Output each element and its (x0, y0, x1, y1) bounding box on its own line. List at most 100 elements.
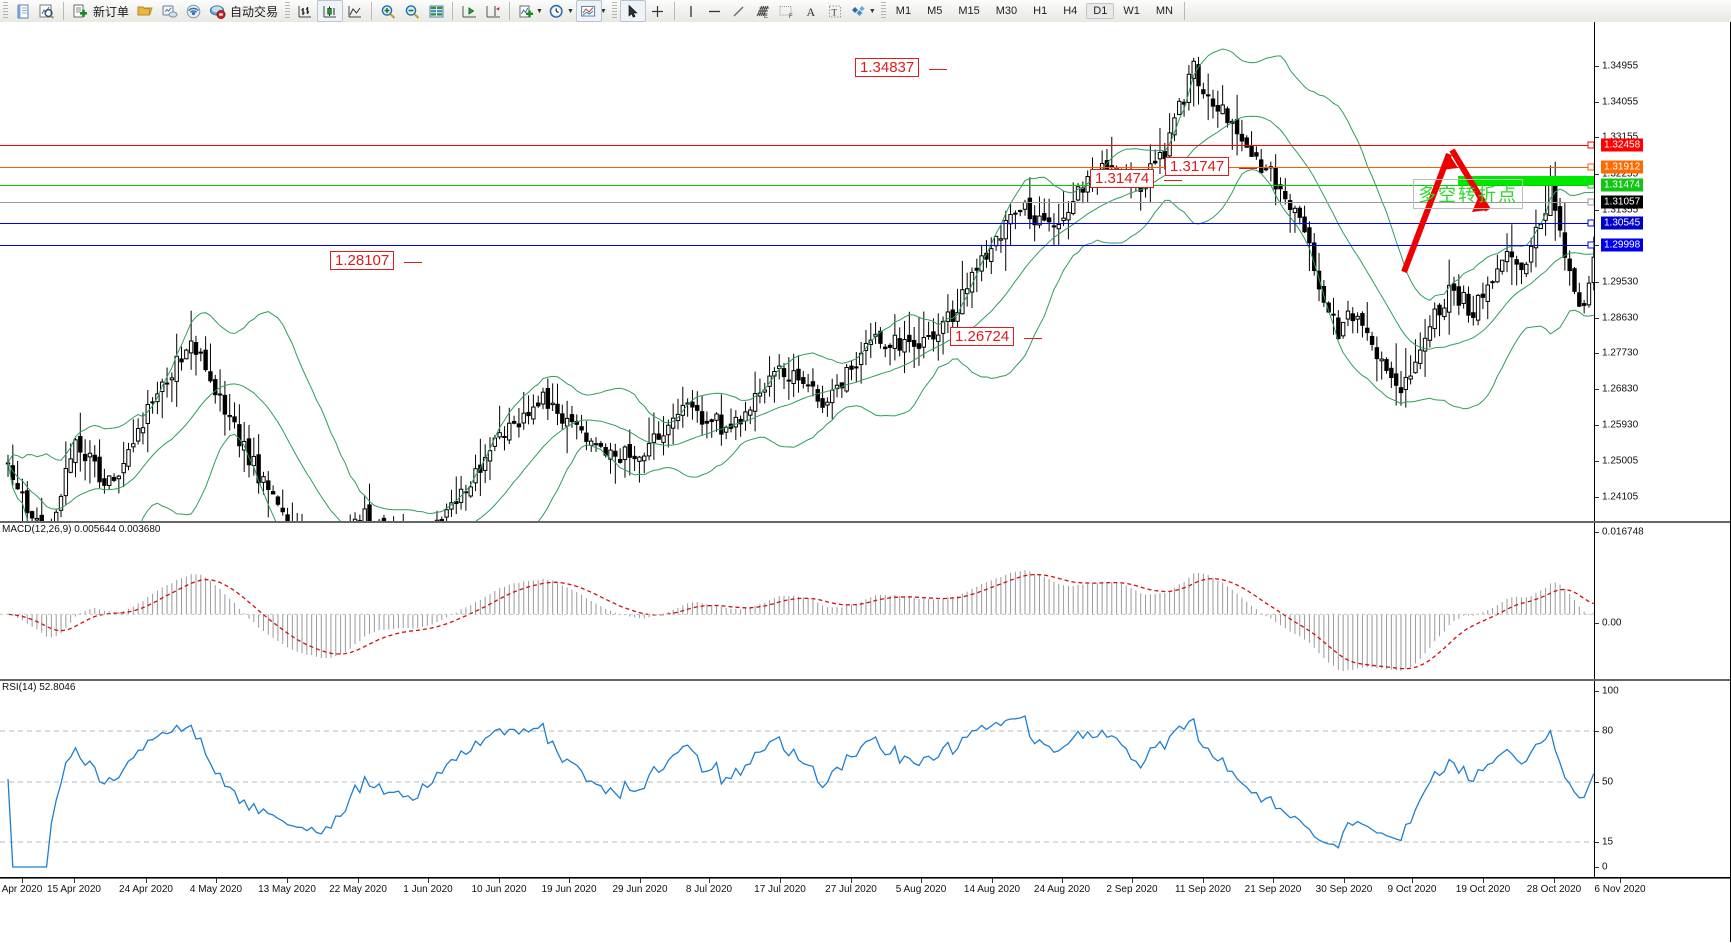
time-axis-tick (1412, 878, 1413, 883)
time-axis-tick (428, 878, 429, 883)
scale-tick-label: 1.26830 (1602, 383, 1639, 395)
rsi-pane[interactable]: RSI(14) 52.8046 100 80 50 15 0 (0, 681, 1731, 879)
text-box-icon[interactable]: T (823, 1, 847, 21)
price-tag-support-blue-1: 1.30545 (1601, 216, 1644, 230)
scale-tick (1595, 389, 1599, 390)
magnifier-chart-icon[interactable] (35, 1, 59, 21)
signal-icon[interactable] (181, 1, 205, 21)
annotation-pivot[interactable]: 1.31474 (1090, 169, 1155, 188)
macd-series-layer (0, 570, 1594, 672)
time-axis-label: 11 Sep 2020 (1175, 884, 1231, 895)
scale-tick (1595, 245, 1599, 246)
rsi-plot[interactable]: RSI(14) 52.8046 (0, 681, 1594, 877)
time-axis-tick (1620, 878, 1621, 883)
vertical-line-icon[interactable] (679, 1, 703, 21)
timeframe-group: M1 M5 M15 M30 H1 H4 D1 W1 MN (889, 3, 1180, 19)
toolbar-grip-4[interactable] (880, 2, 886, 20)
scale-tick (1595, 623, 1599, 624)
scale-tick (1595, 102, 1599, 103)
time-axis[interactable]: Apr 2020 15 Apr 2020 24 Apr 2020 4 May 2020… (0, 877, 1731, 906)
price-scale[interactable]: 1.349551.340551.331551.322551.313551.304… (1594, 22, 1731, 645)
timeframe-m15[interactable]: M15 (958, 5, 980, 17)
grid-icon[interactable] (424, 1, 448, 21)
shift-icon[interactable] (457, 1, 481, 21)
time-axis-label: 21 Sep 2020 (1244, 884, 1302, 895)
level-line-handle[interactable] (1587, 241, 1594, 249)
price-plot[interactable]: 1.34837 1.31474 1.31747 1.28107 1.26724 多空转折… (0, 22, 1594, 521)
time-axis-label: 19 Oct 2020 (1455, 884, 1511, 895)
toolbar-grip-2[interactable] (285, 2, 291, 20)
line-chart-icon[interactable] (343, 1, 367, 21)
indicators-chevron-down-icon[interactable]: ▼ (536, 7, 543, 15)
scale-tick-label: 1.25005 (1602, 455, 1639, 467)
zoom-out-icon[interactable] (400, 1, 424, 21)
level-line-resistance-orange[interactable] (0, 167, 1594, 168)
timeframe-h1[interactable]: H1 (1033, 5, 1048, 17)
chart-area[interactable]: 1.34837 1.31474 1.31747 1.28107 1.26724 多空转折… (0, 22, 1731, 943)
document-icon[interactable] (11, 1, 35, 21)
templates-chevron-down-icon[interactable]: ▼ (599, 7, 607, 15)
new-order-label[interactable]: 新订单 (93, 4, 130, 19)
annotation-leader-line (1024, 338, 1042, 339)
time-axis-tick (22, 878, 23, 883)
timeframe-w1[interactable]: W1 (1123, 5, 1140, 17)
horizontal-line-icon[interactable] (703, 1, 727, 21)
objects-icon[interactable] (847, 1, 871, 21)
templates-icon[interactable] (575, 0, 602, 22)
timeframe-h4[interactable]: H4 (1063, 5, 1078, 17)
level-line-handle[interactable] (1587, 198, 1594, 206)
candlestick-chart-icon[interactable] (317, 0, 344, 22)
auto-trading-label[interactable]: 自动交易 (230, 4, 279, 19)
text-icon[interactable]: A (799, 1, 823, 21)
macd-pane[interactable]: MACD(12,26,9) 0.005644 0.003680 0.016748… (0, 523, 1731, 698)
annotation-low-2[interactable]: 1.26724 (950, 327, 1015, 346)
level-line-support-blue-1[interactable] (0, 223, 1594, 224)
price-tag-current-price: 1.31057 (1601, 195, 1644, 209)
level-line-pivot-green[interactable] (0, 185, 1594, 186)
annotation-high[interactable]: 1.34837 (855, 58, 920, 77)
timeframe-m1[interactable]: M1 (895, 5, 912, 17)
toolbar-grip-3[interactable] (611, 2, 617, 20)
auto-trading-icon[interactable] (205, 1, 229, 21)
scale-tick-label: 1.24105 (1602, 491, 1639, 503)
folder-icon[interactable] (133, 1, 157, 21)
time-axis-label: 8 Jul 2020 (685, 884, 733, 895)
period-chevron-down-icon[interactable]: ▼ (566, 7, 574, 15)
level-line-handle[interactable] (1587, 141, 1594, 149)
timeframe-m5[interactable]: M5 (927, 5, 943, 17)
toolbar-grip-1[interactable] (3, 2, 8, 20)
annotation-low-1[interactable]: 1.28107 (330, 251, 395, 270)
indicators-icon[interactable] (514, 1, 538, 21)
level-line-handle[interactable] (1587, 163, 1594, 171)
crosshair-icon[interactable] (646, 1, 670, 21)
cursor-icon[interactable] (619, 0, 646, 22)
svg-text:E: E (764, 14, 768, 19)
time-axis-label: 19 Jun 2020 (541, 884, 597, 895)
fibonacci-icon[interactable]: E (751, 1, 775, 21)
macd-plot[interactable]: MACD(12,26,9) 0.005644 0.003680 (0, 523, 1594, 679)
period-icon[interactable] (545, 1, 569, 21)
timeframe-m30[interactable]: M30 (995, 5, 1018, 17)
trend-line-icon[interactable] (727, 1, 751, 21)
timeframe-mn[interactable]: MN (1155, 5, 1173, 17)
toolbar-separator-4 (509, 2, 511, 20)
green-support-zone[interactable] (1458, 176, 1594, 185)
scale-tick (1595, 318, 1599, 319)
price-pane[interactable]: 1.34837 1.31474 1.31747 1.28107 1.26724 多空转折… (0, 22, 1731, 645)
autoscroll-icon[interactable] (481, 1, 505, 21)
level-line-resistance-red[interactable] (0, 145, 1594, 146)
zoom-in-icon[interactable] (376, 1, 400, 21)
terminal-icon[interactable] (157, 1, 181, 21)
level-line-support-blue-2[interactable] (0, 245, 1594, 246)
annotation-break[interactable]: 1.31747 (1165, 157, 1230, 176)
bar-chart-icon[interactable] (293, 1, 317, 21)
timeframe-d1[interactable]: D1 (1086, 3, 1115, 19)
text-label-icon[interactable]: F (775, 1, 799, 21)
objects-chevron-down-icon[interactable]: ▼ (868, 7, 876, 15)
toolbar-separator-2 (371, 2, 373, 20)
scale-tick-label: 1.32255 (1602, 168, 1639, 180)
level-line-current-price[interactable] (0, 202, 1594, 203)
new-order-icon[interactable] (68, 1, 92, 21)
level-line-handle[interactable] (1587, 219, 1594, 227)
